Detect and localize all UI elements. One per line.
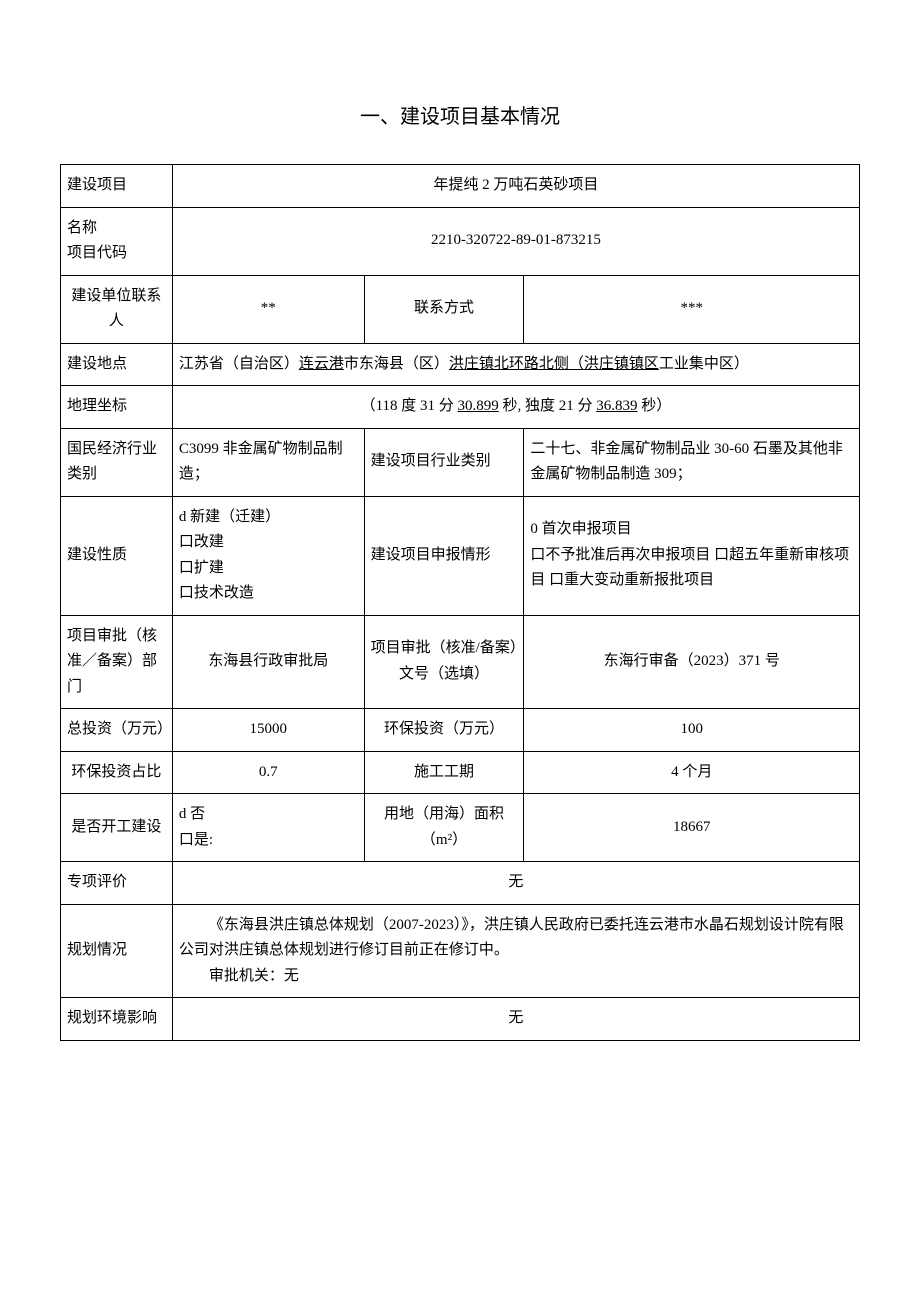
addr-city: 连云港 <box>299 356 344 372</box>
label-land: 用地（用海）面积（m²） <box>364 794 524 862</box>
coord-prefix: （118 度 31 分 <box>361 398 458 414</box>
plan-auth: 审批机关：无 <box>179 964 853 990</box>
val-plan: 《东海县洪庄镇总体规划（2007-2023）》，洪庄镇人民政府已委托连云港市水晶… <box>172 904 859 998</box>
nature-opt-0: d 新建（迁建） <box>179 509 280 525</box>
info-table: 建设项目 年提纯 2 万吨石英砂项目 名称 项目代码 2210-320722-8… <box>60 164 860 1041</box>
label-contact-way: 联系方式 <box>364 275 524 343</box>
val-declare: 0 首次申报项目 口不予批准后再次申报项目 口超五年重新审核项目 口重大变动重新… <box>524 496 860 615</box>
plan-text: 《东海县洪庄镇总体规划（2007-2023）》，洪庄镇人民政府已委托连云港市水晶… <box>179 913 853 964</box>
val-started: d 否 口是: <box>172 794 364 862</box>
label-started: 是否开工建设 <box>61 794 173 862</box>
nature-opt-2: 口扩建 <box>179 560 224 576</box>
val-env-invest: 100 <box>524 709 860 752</box>
label-plan: 规划情况 <box>61 904 173 998</box>
val-coord: （118 度 31 分 30.899 秒, 独度 21 分 36.839 秒） <box>172 386 859 429</box>
val-project-name: 年提纯 2 万吨石英砂项目 <box>172 165 859 208</box>
addr-prefix: 江苏省（自治区） <box>179 356 299 372</box>
label-nature: 建设性质 <box>61 496 173 615</box>
label-code: 项目代码 <box>67 245 127 261</box>
label-special: 专项评价 <box>61 862 173 905</box>
val-env-plan: 无 <box>172 998 859 1041</box>
label-approval-dept: 项目审批（核准／备案）部门 <box>61 615 173 709</box>
val-contact: ** <box>172 275 364 343</box>
val-addr: 江苏省（自治区）连云港市东海县（区）洪庄镇北环路北侧（洪庄镇镇区工业集中区） <box>172 343 859 386</box>
label-env-plan: 规划环境影响 <box>61 998 173 1041</box>
addr-suffix: 工业集中区） <box>659 356 749 372</box>
label-industry-code: 国民经济行业类别 <box>61 428 173 496</box>
label-invest: 总投资（万元） <box>61 709 173 752</box>
coord-sec2: 36.839 <box>596 398 637 414</box>
coord-suffix: 秒） <box>638 398 672 414</box>
label-project-name: 建设项目 <box>61 165 173 208</box>
val-land: 18667 <box>524 794 860 862</box>
val-approval-no: 东海行审备（2023）371 号 <box>524 615 860 709</box>
label-env-ratio: 环保投资占比 <box>61 751 173 794</box>
label-approval-no: 项目审批（核准/备案）文号（选填） <box>364 615 524 709</box>
page-title: 一、建设项目基本情况 <box>60 100 860 134</box>
label-name-code: 名称 项目代码 <box>61 207 173 275</box>
addr-mid: 市东海县（区） <box>344 356 449 372</box>
val-period: 4 个月 <box>524 751 860 794</box>
label-name: 名称 <box>67 220 97 236</box>
label-coord: 地理坐标 <box>61 386 173 429</box>
val-special: 无 <box>172 862 859 905</box>
val-nature: d 新建（迁建） 口改建 口扩建 口技术改造 <box>172 496 364 615</box>
nature-opt-1: 口改建 <box>179 534 224 550</box>
label-env-invest: 环保投资（万元） <box>364 709 524 752</box>
label-addr: 建设地点 <box>61 343 173 386</box>
nature-opt-3: 口技术改造 <box>179 585 254 601</box>
label-contact: 建设单位联系人 <box>61 275 173 343</box>
val-industry-cat: 二十七、非金属矿物制品业 30-60 石墨及其他非金属矿物制品制造 309； <box>524 428 860 496</box>
val-industry-code: C3099 非金属矿物制品制造； <box>172 428 364 496</box>
label-period: 施工工期 <box>364 751 524 794</box>
val-contact-way: *** <box>524 275 860 343</box>
coord-mid: 秒, 独度 21 分 <box>499 398 597 414</box>
val-invest: 15000 <box>172 709 364 752</box>
val-env-ratio: 0.7 <box>172 751 364 794</box>
label-declare: 建设项目申报情形 <box>364 496 524 615</box>
val-code: 2210-320722-89-01-873215 <box>172 207 859 275</box>
label-industry-cat: 建设项目行业类别 <box>364 428 524 496</box>
addr-town: 洪庄镇北环路北侧（洪庄镇镇区 <box>449 356 659 372</box>
coord-sec1: 30.899 <box>458 398 499 414</box>
val-approval-dept: 东海县行政审批局 <box>172 615 364 709</box>
